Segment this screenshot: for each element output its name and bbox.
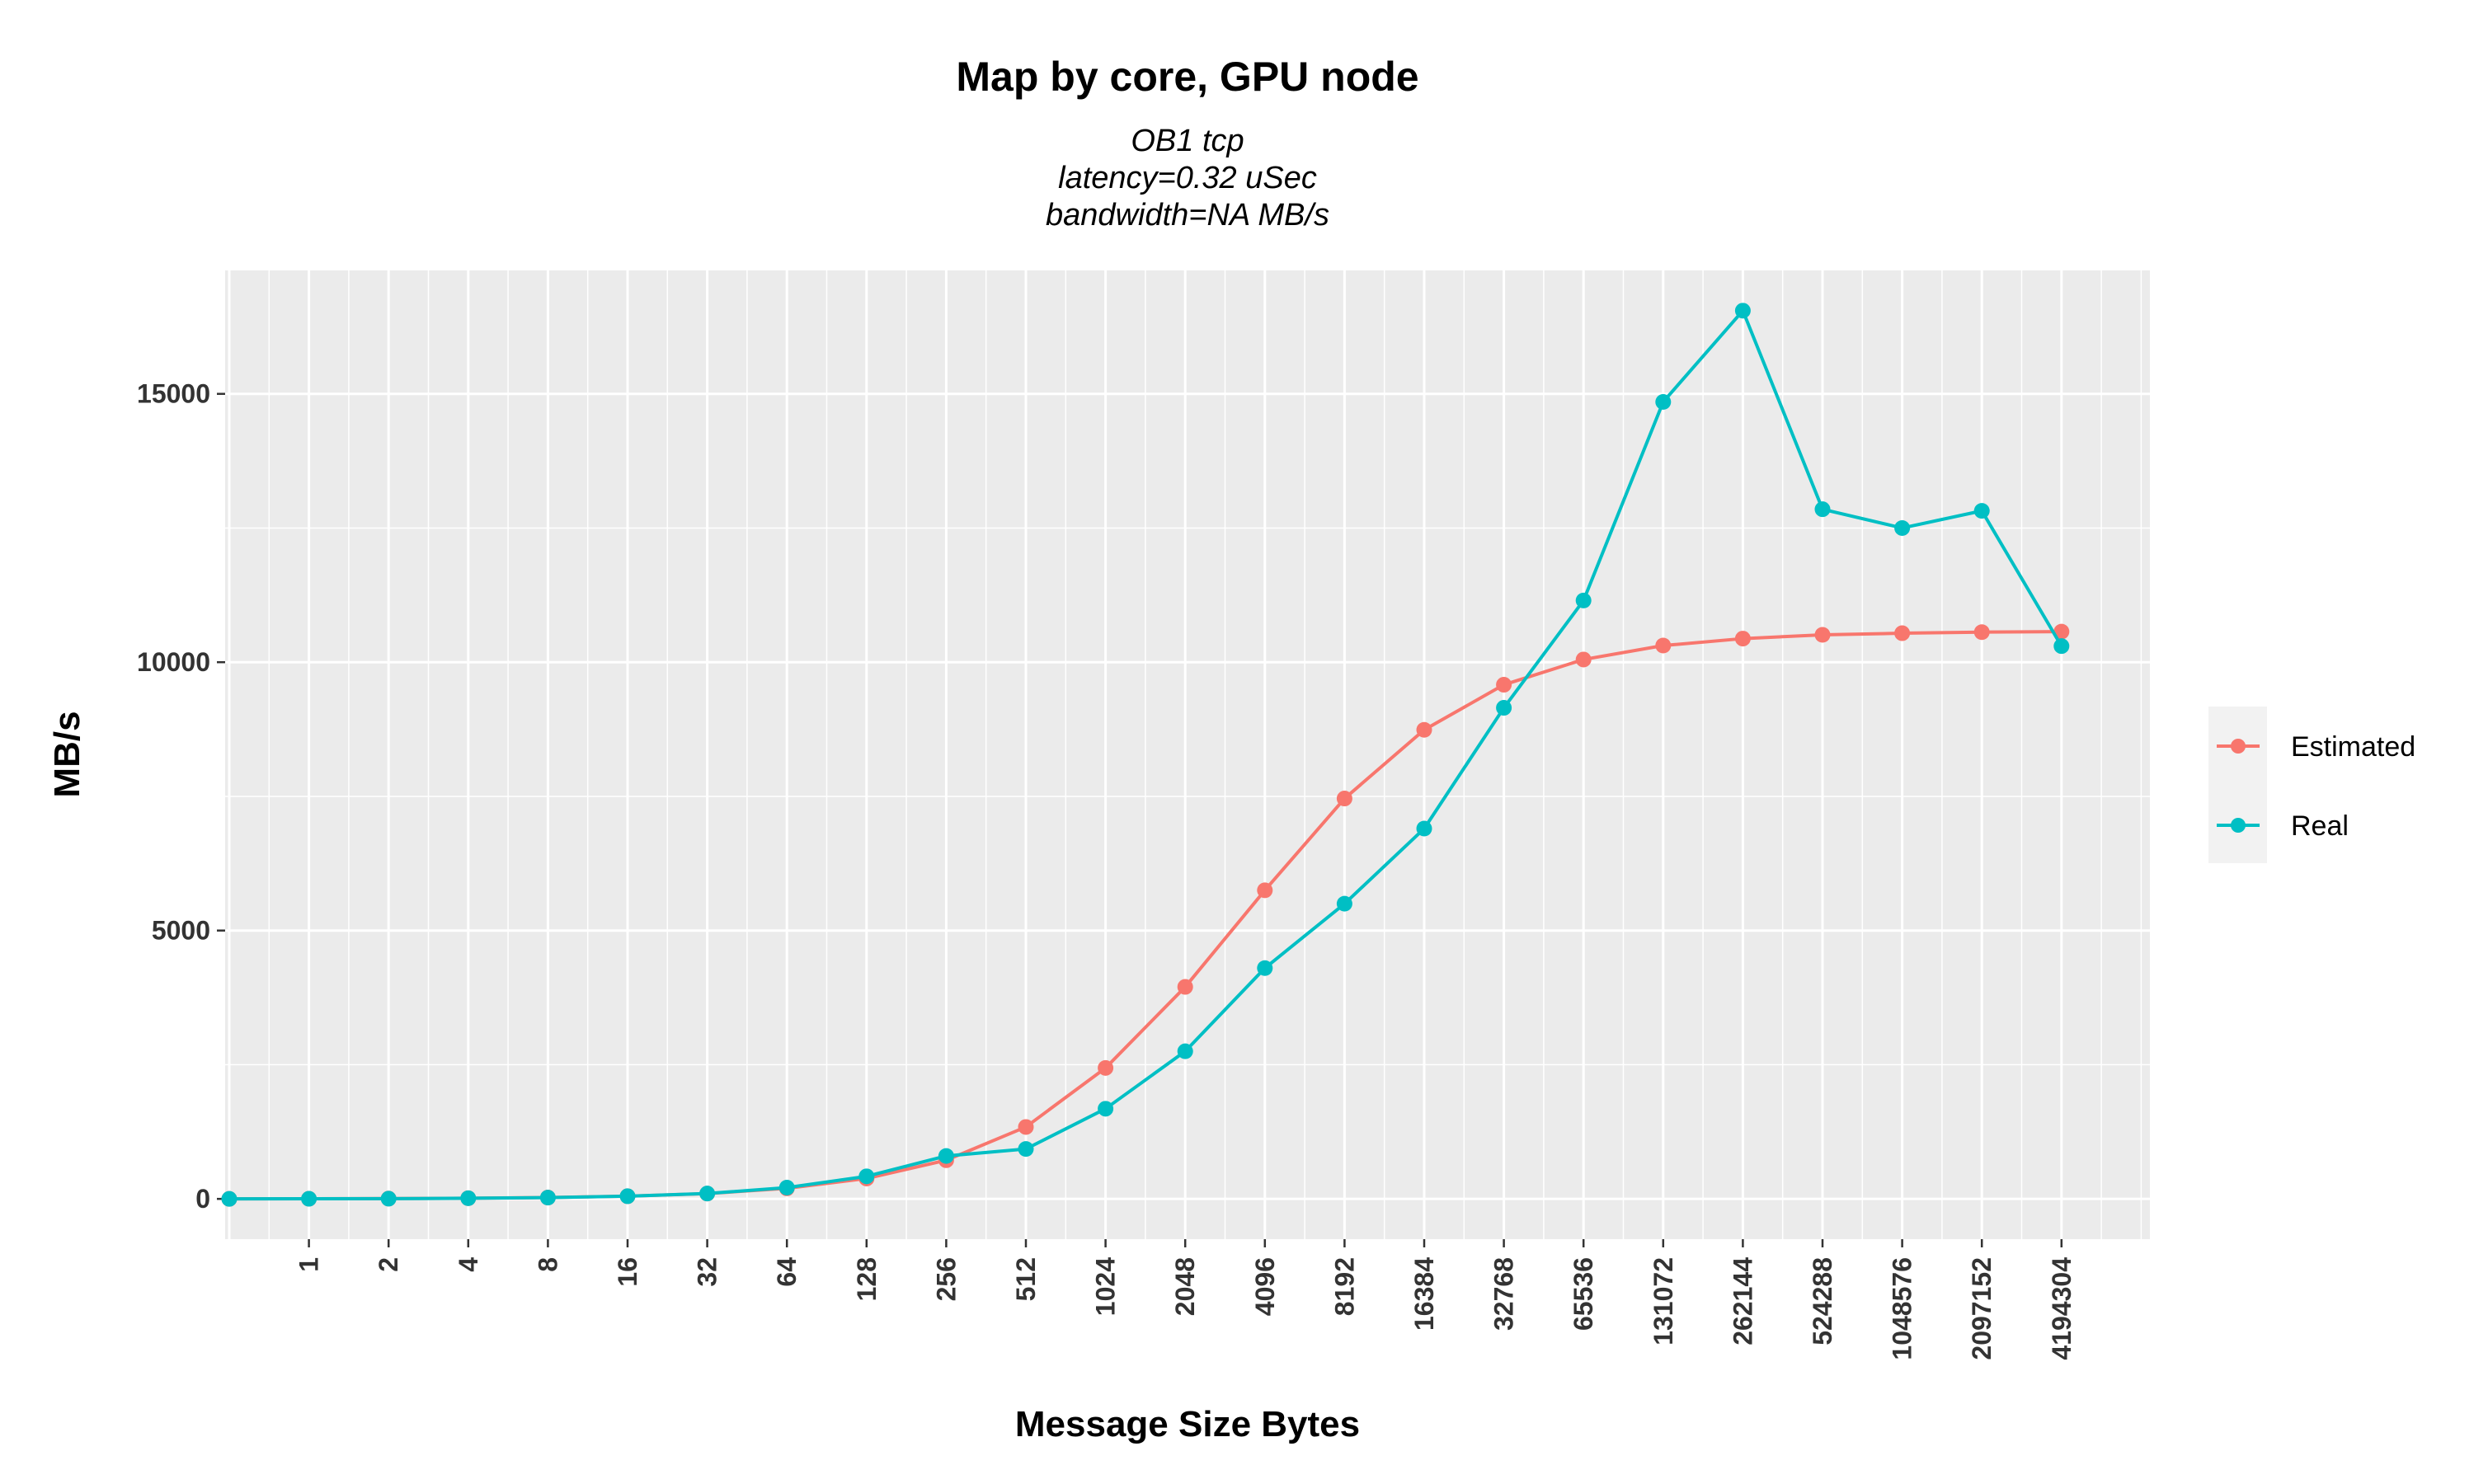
series-line (228, 308, 2063, 1201)
data-point (1098, 1101, 1114, 1117)
data-point (380, 1190, 397, 1207)
x-tick-label: 262144 (1728, 1257, 1757, 1345)
data-point (858, 1168, 875, 1185)
chart-subtitle-line-3: bandwidth=NA MB/s (1046, 198, 1329, 232)
x-tick-label: 32 (693, 1257, 722, 1287)
data-point (2053, 623, 2070, 640)
grid-major (225, 270, 2150, 1239)
data-point (460, 1190, 477, 1206)
data-point (1098, 1059, 1114, 1076)
data-point (1814, 627, 1831, 643)
data-point (1575, 651, 1592, 668)
data-point (1018, 1119, 1034, 1135)
legend-label-real: Real (2291, 810, 2349, 842)
data-point (938, 1148, 954, 1164)
data-point (1336, 791, 1352, 807)
data-point (1336, 895, 1352, 912)
data-point (1814, 501, 1831, 518)
chart-subtitle-line-2: latency=0.32 uSec (1058, 161, 1317, 195)
x-tick-label: 2097152 (1967, 1257, 1997, 1360)
chart-title: Map by core, GPU node (956, 54, 1418, 100)
data-point (1177, 979, 1193, 995)
grid-minor (225, 270, 2150, 1239)
data-point (1257, 960, 1273, 976)
x-tick-label: 16384 (1409, 1257, 1439, 1331)
x-tick-label: 1 (294, 1257, 324, 1272)
data-point (1734, 303, 1751, 319)
x-tick-label: 8192 (1329, 1257, 1359, 1316)
x-tick-label: 256 (931, 1257, 961, 1301)
data-point (539, 1190, 556, 1206)
data-point (1496, 677, 1512, 693)
x-tick-label: 64 (772, 1257, 802, 1287)
legend-key-real (2217, 818, 2260, 833)
data-point (1575, 592, 1592, 608)
data-point (2053, 638, 2070, 655)
x-tick-label: 2048 (1170, 1257, 1200, 1316)
data-point (619, 1188, 636, 1205)
y-axis: 0 5000 10000 15000 (137, 379, 225, 1214)
legend-label-estimated: Estimated (2291, 731, 2415, 763)
x-tick-label: 65536 (1569, 1257, 1598, 1331)
data-point (1973, 624, 1990, 641)
data-point (1894, 519, 1911, 536)
x-tick-label: 2 (374, 1257, 403, 1272)
data-point (1894, 625, 1911, 641)
data-point (1734, 631, 1751, 647)
x-tick-label: 4096 (1250, 1257, 1280, 1316)
y-tick-label: 15000 (137, 379, 210, 409)
data-point (1416, 721, 1432, 738)
chart-subtitle-line-1: OB1 tcp (1131, 124, 1244, 158)
x-tick-label: 4 (454, 1257, 483, 1272)
data-point (1416, 820, 1432, 837)
x-tick-label: 524288 (1808, 1257, 1837, 1345)
y-tick-label: 0 (195, 1184, 210, 1214)
x-tick-label: 4194304 (2047, 1257, 2077, 1360)
data-point (1257, 882, 1273, 899)
x-axis: 1 2 4 8 16 32 64 128 256 512 1024 2048 4096 8192 16384… (294, 1239, 2077, 1360)
data-point (1655, 637, 1672, 654)
legend: Estimated Real (2208, 707, 2415, 863)
data-point (1973, 503, 1990, 519)
data-point (1018, 1141, 1034, 1158)
data-point (1655, 393, 1672, 410)
series-layer (221, 303, 2070, 1207)
x-tick-label: 1024 (1091, 1257, 1121, 1316)
x-tick-label: 8 (533, 1257, 562, 1272)
data-point (221, 1190, 238, 1207)
x-tick-label: 32768 (1489, 1257, 1519, 1331)
y-axis-title: MB/s (47, 711, 87, 797)
x-tick-label: 1048576 (1888, 1257, 1917, 1360)
x-tick-label: 131072 (1649, 1257, 1678, 1345)
y-tick-label: 5000 (152, 916, 210, 946)
data-point (301, 1190, 317, 1207)
x-tick-label: 128 (852, 1257, 882, 1301)
x-tick-label: 512 (1011, 1257, 1041, 1301)
x-axis-title: Message Size Bytes (1015, 1404, 1360, 1444)
data-point (1496, 700, 1512, 716)
plot-panel (225, 270, 2150, 1239)
data-point (699, 1186, 716, 1202)
data-point (778, 1180, 795, 1196)
legend-key-estimated (2217, 739, 2260, 754)
legend-box (2208, 707, 2267, 863)
series-real (221, 303, 2070, 1207)
x-tick-label: 16 (613, 1257, 642, 1287)
data-point (1177, 1043, 1193, 1059)
y-tick-label: 10000 (137, 647, 210, 677)
